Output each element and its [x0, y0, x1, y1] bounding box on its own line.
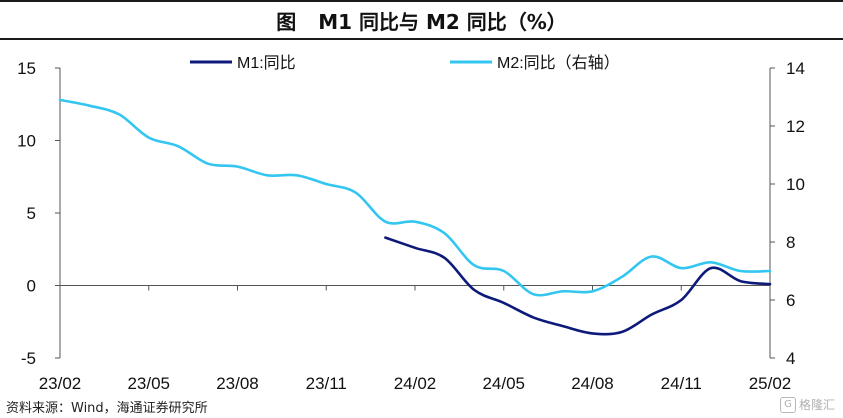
right-tick-label: 14 — [786, 59, 805, 78]
right-tick-label: 4 — [786, 349, 795, 368]
x-tick-label: 24/08 — [571, 374, 614, 392]
legend-label: M1:同比 — [237, 54, 296, 72]
right-tick-label: 6 — [786, 291, 795, 310]
left-tick-label: 0 — [27, 277, 36, 296]
watermark-text: 格隆汇 — [798, 398, 835, 412]
x-tick-label: 24/05 — [482, 374, 525, 392]
legend-label: M2:同比（右轴） — [497, 54, 620, 72]
chart-title: M1 同比与 M2 同比（%） — [318, 9, 567, 34]
x-tick-label: 23/11 — [306, 374, 347, 392]
x-tick-label: 24/11 — [661, 374, 702, 392]
left-tick-label: -5 — [21, 349, 36, 368]
x-tick-label: 23/08 — [216, 374, 259, 392]
right-tick-label: 10 — [786, 175, 805, 194]
axes: -5 0 5 10 15 4 6 8 10 12 14 23/02 23/05 23/08 23/11 24/… — [17, 59, 805, 392]
x-tick-label: 23/05 — [127, 374, 170, 392]
x-tick-label: 24/02 — [394, 374, 437, 392]
left-tick-label: 10 — [17, 132, 36, 151]
chart-title-bar: 图 M1 同比与 M2 同比（%） — [0, 0, 843, 40]
x-tick-label: 25/02 — [749, 374, 792, 392]
m1-series-line — [384, 236, 772, 336]
figure-label: 图 — [276, 9, 297, 34]
line-chart: -5 0 5 10 15 4 6 8 10 12 14 23/02 23/05 23/08 23/11 24/… — [17, 54, 805, 392]
left-tick-label: 15 — [17, 59, 36, 78]
x-tick-label: 23/02 — [39, 374, 82, 392]
watermark-logo-icon: G — [779, 396, 796, 413]
left-tick-label: 5 — [27, 204, 36, 223]
series-layer — [58, 98, 772, 336]
legend: M1:同比 M2:同比（右轴） — [190, 54, 620, 72]
m2-series-line — [58, 98, 772, 297]
source-note: 资料来源：Wind，海通证券研究所 — [6, 401, 208, 416]
watermark: G 格隆汇 — [779, 396, 835, 413]
right-tick-label: 12 — [786, 117, 805, 136]
right-tick-label: 8 — [786, 233, 795, 252]
